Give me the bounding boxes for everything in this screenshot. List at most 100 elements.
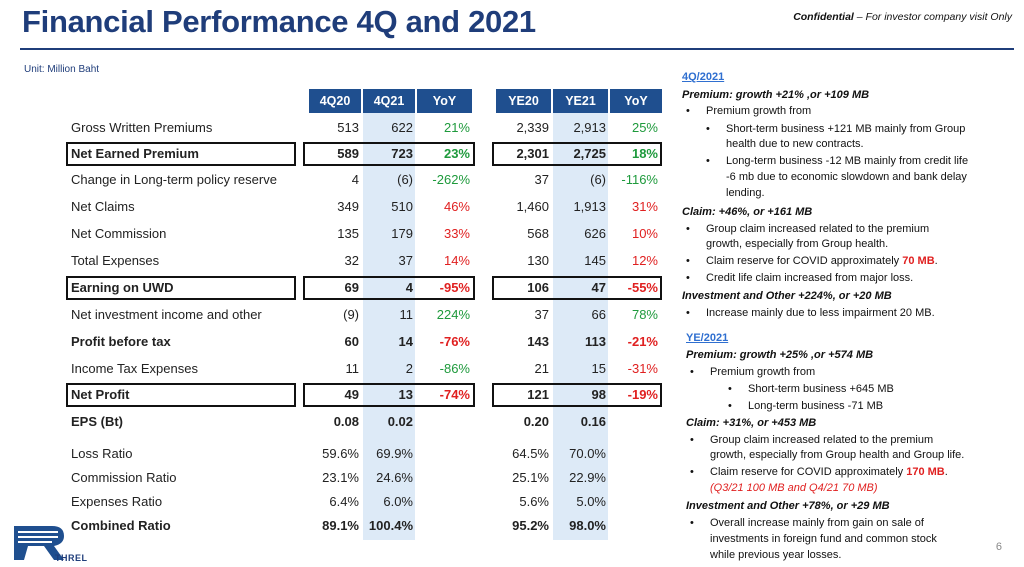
table-cell: 89.1% (322, 518, 359, 533)
table-cell: 2,301 (516, 146, 549, 161)
table-row: Expenses Ratio 6.4% 6.0% 5.6% 5.0% (0, 489, 680, 515)
table-cell: 46% (443, 199, 470, 214)
q4-long-term-1: Long-term business -12 MB mainly from cr… (726, 155, 969, 167)
q4-long-term-3: lending. (726, 187, 765, 199)
table-cell: (9) (343, 307, 359, 322)
table-cell: -95% (439, 280, 470, 295)
table-cell: 21% (443, 120, 470, 135)
table-cell: 18% (631, 146, 658, 161)
table-cell: 69 (344, 280, 359, 295)
row-label: Commission Ratio (71, 470, 177, 485)
table-cell: -116% (621, 172, 658, 187)
table-cell: 14 (398, 334, 413, 349)
table-cell: -262% (432, 172, 470, 187)
table-cell: 589 (337, 146, 359, 161)
table-row: Earning on UWD 69 4 -95% 106 47 -55% (0, 275, 680, 301)
confidential-note: Confidential – For investor company visi… (793, 11, 1012, 23)
table-cell: 568 (527, 226, 549, 241)
table-row: Net Profit 49 13 -74% 121 98 -19% (0, 382, 680, 408)
table-cell: 95.2% (512, 518, 549, 533)
q4-claim-group-2: growth, especially from Group health. (706, 238, 889, 250)
highlight-box-year (492, 276, 662, 300)
bullet-icon: • (728, 383, 732, 395)
q4-claim-covid-end: . (934, 255, 938, 267)
table-cell: 113 (585, 334, 606, 349)
table-cell: 143 (527, 334, 549, 349)
table-cell: 59.6% (322, 446, 359, 461)
bullet-icon: • (706, 155, 710, 167)
table-cell: (6) (397, 172, 413, 187)
table-cell: 11 (345, 361, 360, 376)
table-cell: 25.1% (512, 470, 549, 485)
table-cell: 0.20 (523, 414, 549, 429)
q4-investment-heading: Investment and Other +224%, or +20 MB (682, 290, 892, 302)
table-cell: 10% (631, 226, 658, 241)
bullet-icon: • (686, 255, 690, 267)
ye-short-term: Short-term business +645 MB (748, 383, 894, 395)
table-cell: 510 (391, 199, 413, 214)
ye-premium-heading: Premium: growth +25% ,or +574 MB (686, 349, 874, 361)
column-shade-ye21 (553, 113, 608, 540)
bullet-icon: • (686, 272, 690, 284)
table-cell: 179 (391, 226, 413, 241)
table-cell: 66 (591, 307, 606, 322)
ye-investment-heading: Investment and Other +78%, or +29 MB (686, 500, 890, 512)
table-cell: -31% (627, 361, 658, 376)
table-row: Gross Written Premiums 513 622 21% 2,339 2,91… (0, 115, 680, 141)
highlight-box-quarter (303, 276, 475, 300)
table-row: Net Claims 349 510 46% 1,460 1,913 31% (0, 194, 680, 220)
table-cell: 78% (631, 307, 658, 322)
row-label: Net Claims (71, 199, 135, 214)
section-title-ye2021: YE/2021 (686, 332, 729, 344)
row-label: Total Expenses (71, 253, 160, 268)
row-label: Gross Written Premiums (71, 120, 213, 135)
threl-logo-icon (14, 526, 64, 560)
table-row: Change in Long-term policy reserve 4 (6) -2… (0, 167, 680, 193)
highlight-box-label (66, 276, 296, 300)
ye-claim-heading: Claim: +31%, or +453 MB (686, 417, 817, 429)
table-cell: 37 (398, 253, 413, 268)
table-cell: 47 (591, 280, 606, 295)
page-number: 6 (995, 541, 1002, 553)
table-cell: -21% (627, 334, 658, 349)
column-header-yoy-q: YoY (417, 89, 472, 113)
table-cell: -55% (627, 280, 658, 295)
table-cell: 100.4% (368, 518, 413, 533)
column-header-yoy-ye: YoY (610, 89, 662, 113)
table-row: Combined Ratio 89.1% 100.4% 95.2% 98.0% (0, 513, 680, 539)
table-cell: 5.6% (519, 494, 549, 509)
row-label: Combined Ratio (71, 518, 171, 533)
table-cell: 626 (584, 226, 606, 241)
highlight-box-label (66, 142, 296, 166)
ye-premium-growth: Premium growth from (710, 366, 816, 378)
ye-investment-note-1: Overall increase mainly from gain on sal… (710, 517, 924, 529)
table-cell: 70.0% (569, 446, 606, 461)
table-cell: 1,913 (573, 199, 606, 214)
table-cell: 349 (337, 199, 359, 214)
bullet-icon: • (690, 434, 694, 446)
table-cell: 622 (391, 120, 413, 135)
q4-claim-group-1: Group claim increased related to the pre… (706, 223, 930, 235)
row-label: Net Profit (71, 387, 130, 402)
highlight-box-year (492, 383, 662, 407)
table-cell: 6.0% (383, 494, 413, 509)
q4-short-term-1: Short-term business +121 MB mainly from … (726, 123, 966, 135)
row-label: Net Earned Premium (71, 146, 199, 161)
table-cell: 22.9% (569, 470, 606, 485)
row-label: Net Commission (71, 226, 167, 241)
q4-investment-note: Increase mainly due to less impairment 2… (706, 307, 935, 319)
bullet-icon: • (690, 366, 694, 378)
table-cell: 145 (584, 253, 606, 268)
table-row: EPS (Bt) 0.08 0.02 0.20 0.16 (0, 409, 680, 435)
bullet-icon: • (728, 400, 732, 412)
table-cell: 2,725 (573, 146, 606, 161)
table-cell: 513 (337, 120, 359, 135)
ye-claim-covid-amount: 170 MB (906, 466, 945, 478)
table-row: Loss Ratio 59.6% 69.9% 64.5% 70.0% (0, 441, 680, 467)
table-cell: 4 (405, 280, 413, 295)
ye-investment-note-2: investments in foreign fund and common s… (710, 533, 937, 545)
unit-label: Unit: Million Baht (24, 64, 100, 75)
table-cell: 23% (443, 146, 470, 161)
q4-claim-covid: Claim reserve for COVID approximately 70… (706, 254, 938, 268)
table-cell: 98 (591, 387, 606, 402)
